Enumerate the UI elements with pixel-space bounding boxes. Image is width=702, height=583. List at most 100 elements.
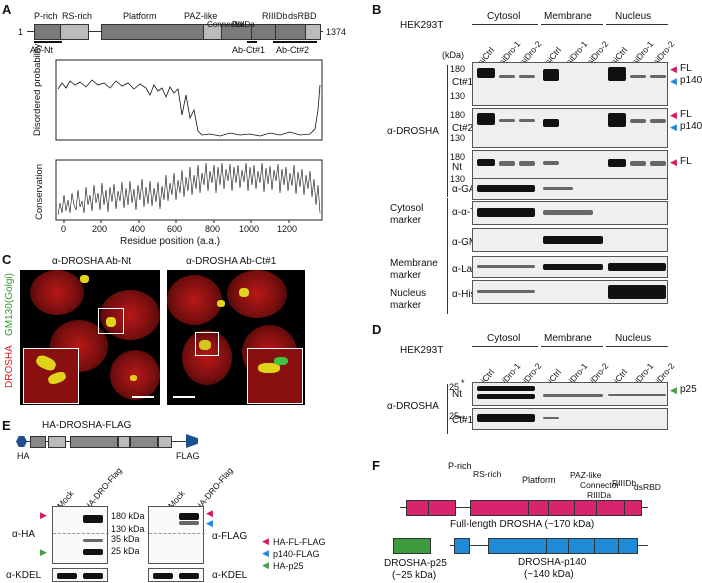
channel-label-gm130: GM130 [4,303,15,336]
antibody-group-label: α-DROSHA [387,401,439,412]
mw-marker: 130 [450,91,466,101]
domain-label: RIIIDb [612,478,637,488]
mw-marker: 25 [449,382,460,392]
western-blot [472,62,668,106]
antibody-label: Ab-Ct#1 [232,45,266,55]
domain-label: dsRBD [634,482,661,492]
x-tick: 200 [92,224,108,234]
western-blot-ha [52,506,109,564]
mark: ** [458,414,466,424]
fl-arrow-icon: ◀ [206,508,213,518]
mw-marker: 180 [450,110,466,120]
p25-label: DROSHA-p25 [384,558,447,569]
y-axis-label-conservation: Conservation [34,164,45,220]
domain-label: Connector [580,480,620,490]
western-blot [472,108,668,148]
domain-label: RS-rich [62,11,93,21]
micrograph-ab-ct1 [167,270,305,405]
loading-label: α-KDEL [6,570,42,581]
legend-item: HA-FL-FLAG [273,537,326,547]
panel-a-plots [55,59,323,223]
x-tick: 600 [167,224,183,234]
western-blot [472,201,668,225]
legend-fl-icon: ◀ [262,536,269,546]
x-tick: 800 [205,224,221,234]
p25-arrow-icon: ◀ [670,385,677,395]
ha-tag-icon [16,436,27,447]
p25-arrow-icon: ▶ [40,547,47,557]
p140-arrow-icon: ◀ [206,518,213,528]
cell-line: HEK293T [400,20,444,31]
panel-label-f: F [372,458,380,473]
p140-arrow-icon: ◀ [670,76,677,86]
channel-label-drosha: DROSHA [4,345,15,388]
domain-label: dsRBD [288,11,317,21]
tag-label: HA [17,451,30,461]
kda-label: (kDa) [442,50,464,60]
fl-arrow-icon: ◀ [670,157,677,167]
western-blot-kdel [148,568,204,582]
western-blot [472,256,668,278]
construct-label: HA-DROSHA-FLAG [42,420,132,431]
fraction-header: Cytosol [487,333,521,344]
p25-diagram [393,538,431,554]
antibody-label: Ab-Ct#2 [276,45,310,55]
p140-label: DROSHA-p140 [518,557,587,568]
western-blot [472,408,668,430]
mw-marker: 25 [449,411,460,421]
domain-label: RIIIDa [232,20,255,29]
western-blot [472,382,668,406]
arrow-label: p140 [680,121,702,132]
micrograph-ab-nt [20,270,160,405]
cell-line: HEK293T [400,345,444,356]
domain-label: RIIIDa [587,490,612,500]
western-blot-kdel [52,568,108,582]
x-tick: 0 [61,224,67,234]
mw-marker: 130 [450,174,466,184]
panel-label-e: E [2,418,11,433]
x-axis-label: Residue position (a.a.) [120,236,221,247]
fl-arrow-icon: ◀ [670,110,677,120]
fraction-header: Membrane [544,11,592,22]
tag-label: FLAG [176,451,200,461]
domain-label: Connector [207,20,244,29]
mw-marker: 130 [450,133,466,143]
loading-label: α-KDEL [212,570,248,581]
p25-label: (~25 kDa) [392,570,437,581]
panel-label-a: A [2,2,12,17]
arrow-label: p140 [680,75,702,86]
arrow-label: p25 [680,384,697,395]
mw-marker: 180 [450,64,466,74]
residue-end: 1374 [326,27,347,37]
blot-label-ha: α-HA [12,529,36,540]
antibody-group-label: α-DROSHA [387,126,439,137]
domain-label: P-rich [34,11,58,21]
blot-row-label: Nt [452,389,462,400]
residue-start: 1 [18,27,24,37]
arrow-label: FL [680,63,692,74]
x-tick: 1000 [239,224,260,234]
micrograph-title: α-DROSHA Ab-Ct#1 [186,256,277,267]
p140-label: (~140 kDa) [524,569,574,580]
arrow-label: FL [680,109,692,120]
fl-arrow-icon: ◀ [670,64,677,74]
panel-label-b: B [372,2,382,17]
legend-p25-icon: ◀ [262,560,269,570]
marker-group-label: Cytosol marker [390,203,424,226]
antibody-label: Ab-Nt [30,45,54,55]
legend-item: p140-FLAG [273,549,320,559]
western-blot [472,178,668,200]
fl-label: Full-length DROSHA (~170 kDa) [450,519,595,530]
channel-label-golgi: (Golgi) [4,272,15,303]
panel-label-c: C [2,252,12,267]
mw-marker: 35 kDa [111,534,140,544]
marker-group-label: Nucleus marker [390,288,427,311]
blot-row-label: Nt [452,162,462,173]
mw-marker: 130 kDa [111,524,145,534]
panel-label-d: D [372,322,382,337]
p140-arrow-icon: ◀ [670,122,677,132]
mw-marker: 180 [450,152,466,162]
fraction-header: Membrane [544,333,592,344]
y-axis-label-disorder: Disordered probability [32,43,43,136]
domain-label: PAZ-like [570,470,602,480]
